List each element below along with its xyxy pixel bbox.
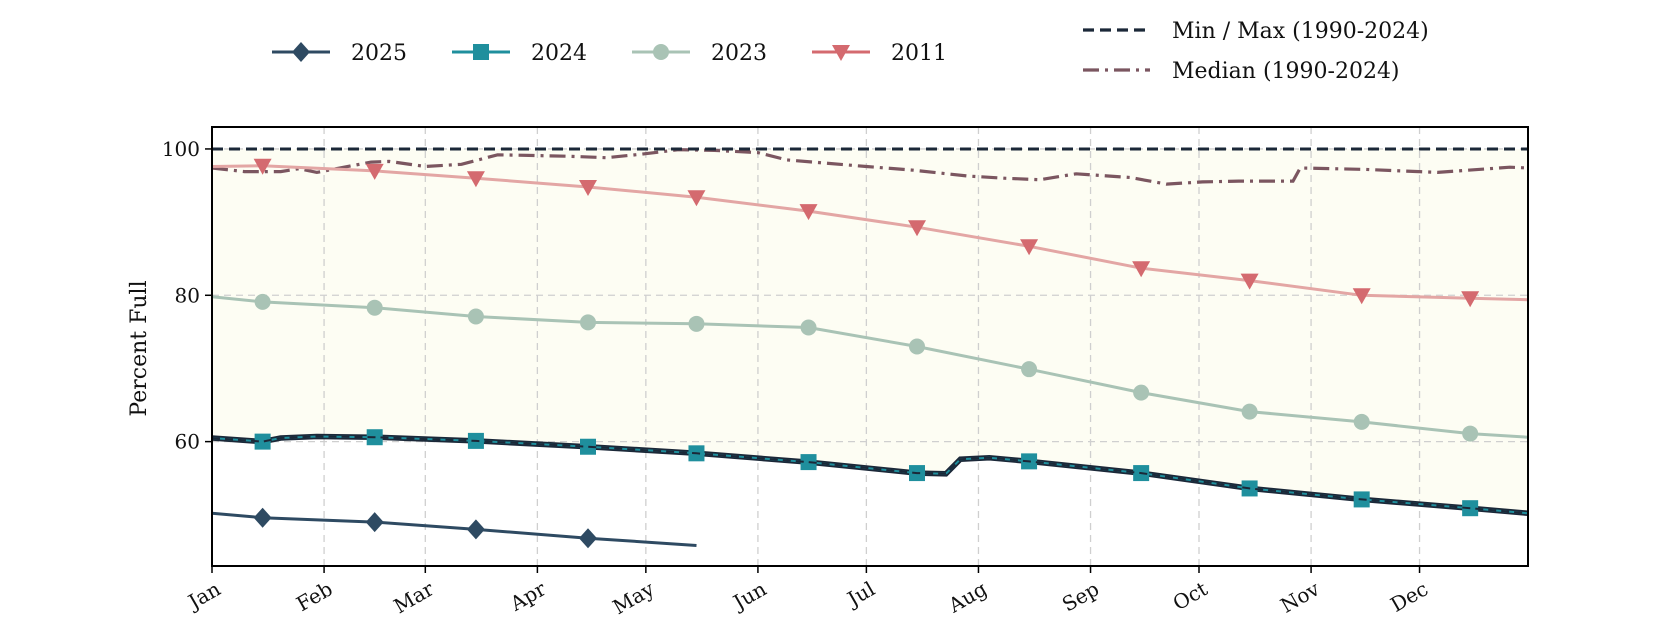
x-tick-label: Apr	[505, 576, 550, 616]
marker-y2023	[800, 319, 817, 336]
x-tick-label: Sep	[1058, 577, 1103, 617]
y-tick-label: 100	[162, 137, 200, 161]
marker-y2011	[579, 179, 597, 196]
marker-y2024	[800, 454, 817, 471]
legend-item-y2025: 2025	[272, 41, 407, 66]
marker-y2023	[1021, 361, 1038, 378]
legend-label: 2023	[711, 41, 767, 66]
marker-y2011	[466, 171, 485, 188]
marker-y2011	[253, 158, 272, 175]
marker-y2023	[467, 308, 484, 325]
legend-item-median: Median (1990-2024)	[1083, 59, 1400, 84]
x-tick-label: May	[608, 576, 658, 619]
marker-y2011	[908, 220, 926, 237]
x-tick-label: Jul	[842, 577, 879, 612]
marker-y2023	[580, 314, 596, 331]
x-tick-label: Mar	[389, 576, 438, 618]
legend-item-y2023: 2023	[632, 41, 767, 66]
min-max-band	[212, 149, 1528, 514]
marker-y2023	[909, 338, 925, 355]
legend-item-y2024: 2024	[452, 41, 587, 66]
marker-y2025	[579, 528, 597, 549]
series-line-y2025	[211, 511, 697, 547]
x-tick-label: Jun	[727, 576, 770, 615]
marker-y2023	[1133, 384, 1150, 401]
legend-marker	[292, 42, 310, 62]
legend-label: 2024	[531, 41, 587, 66]
y-tick-label: 80	[175, 283, 200, 307]
x-tick-label: Dec	[1386, 577, 1432, 617]
marker-y2011	[1020, 239, 1039, 256]
series-layer	[211, 147, 1529, 549]
marker-y2011	[1132, 261, 1151, 278]
marker-y2024	[580, 438, 596, 455]
marker-y2023	[1462, 425, 1479, 442]
marker-y2023	[1353, 413, 1370, 430]
marker-y2023	[366, 299, 383, 316]
legend-marker	[653, 44, 669, 60]
min-max-band-layer	[212, 149, 1528, 514]
legend-label: 2025	[351, 41, 407, 66]
legend-label: 2011	[891, 41, 947, 66]
marker-y2011	[1461, 291, 1480, 308]
legend-marker	[832, 45, 850, 61]
marker-y2011	[1352, 288, 1371, 305]
marker-y2025	[253, 507, 272, 528]
marker-y2011	[365, 163, 384, 180]
marker-y2025	[365, 512, 384, 533]
plot-frame	[211, 126, 1529, 567]
x-tick-label: Aug	[943, 576, 991, 617]
marker-y2011	[687, 190, 706, 207]
marker-y2023	[688, 315, 705, 332]
marker-y2011	[1240, 273, 1259, 290]
legend-item-min-max: Min / Max (1990-2024)	[1083, 19, 1429, 44]
marker-y2025	[466, 519, 485, 540]
y-axis-title: Percent Full	[127, 280, 152, 416]
legend-marker	[473, 44, 489, 60]
x-tick-label: Oct	[1169, 577, 1212, 616]
x-tick-label: Feb	[292, 577, 336, 616]
legend: 2025 2024 2023 2011 Min / Max (1990-2024) Med…	[272, 19, 1429, 84]
marker-y2024	[254, 433, 271, 450]
legend-label: Min / Max (1990-2024)	[1172, 19, 1429, 44]
marker-y2023	[254, 293, 271, 310]
legend-label: Median (1990-2024)	[1172, 59, 1400, 84]
marker-y2023	[1241, 403, 1258, 420]
marker-y2011	[799, 204, 818, 221]
x-tick-label: Nov	[1276, 576, 1324, 618]
series-line-y2023	[211, 295, 1529, 439]
legend-item-y2011: 2011	[812, 41, 947, 66]
x-tick-label: Jan	[182, 576, 224, 614]
y-tick-label: 60	[175, 430, 200, 454]
series-line-min-dash	[211, 435, 1529, 515]
series-line-y2011	[211, 164, 1529, 302]
